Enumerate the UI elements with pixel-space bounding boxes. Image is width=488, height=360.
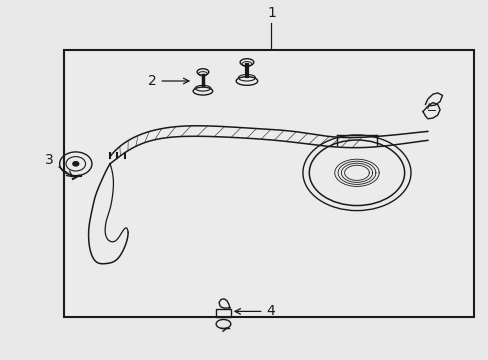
Bar: [63, 50, 473, 317]
Text: 3: 3: [45, 153, 72, 176]
Circle shape: [73, 162, 79, 166]
Text: 2: 2: [147, 74, 188, 88]
Text: 1: 1: [266, 6, 275, 20]
Text: 4: 4: [235, 305, 275, 318]
